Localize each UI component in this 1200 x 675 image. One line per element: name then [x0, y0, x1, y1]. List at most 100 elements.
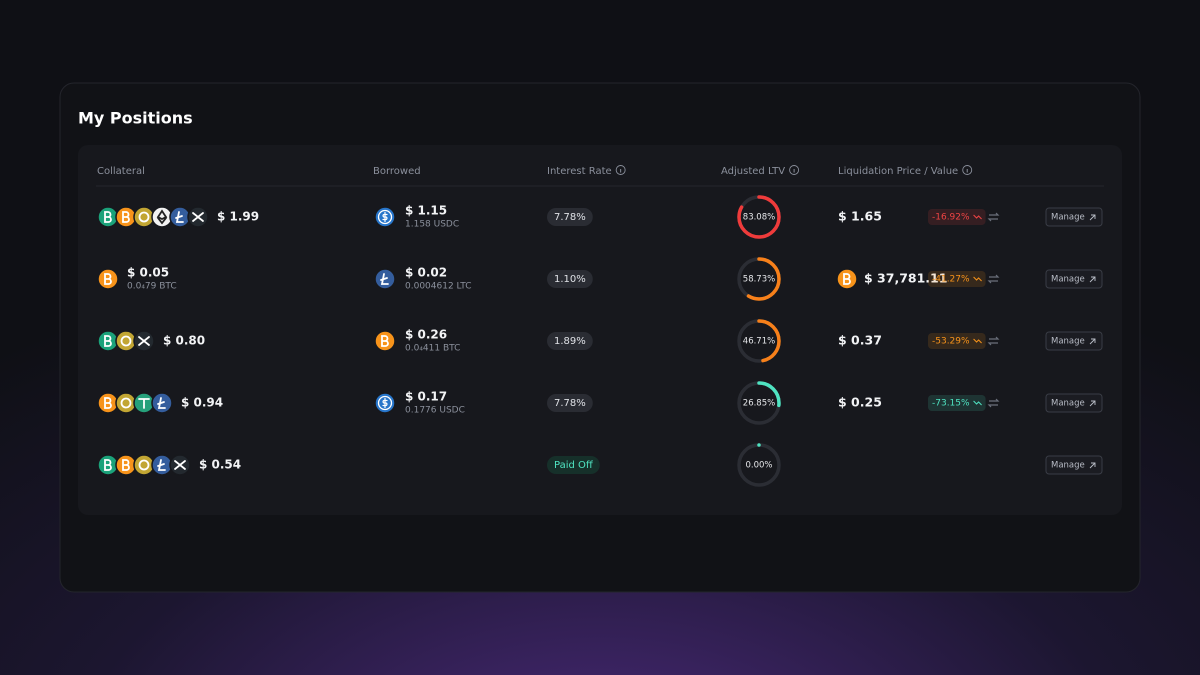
coin-glyph	[377, 395, 393, 411]
manage-label: Manage	[1051, 213, 1085, 223]
interest-rate: 7.78%	[554, 212, 586, 223]
borrowed-value: $ 1.15	[405, 204, 447, 218]
price-change: -16.92%	[932, 213, 970, 223]
rate-chip	[547, 456, 600, 474]
table-panel	[78, 145, 1122, 515]
coin-glyph	[104, 273, 112, 285]
borrowed-value: $ 0.02	[405, 266, 447, 280]
coin-glyph	[122, 459, 130, 471]
liquidation-price: $ 0.37	[838, 333, 882, 348]
collateral-value: $ 0.05	[127, 266, 169, 280]
ltv-value: 26.85%	[743, 399, 775, 409]
swap-icon	[987, 212, 1000, 222]
coin-icon	[133, 454, 155, 476]
coin-glyph	[174, 460, 186, 470]
collateral-value: $ 0.80	[163, 334, 205, 348]
coin-glyph	[377, 209, 393, 225]
manage-label: Manage	[1051, 275, 1085, 285]
collateral-value: $ 0.54	[199, 458, 241, 472]
ltv-ring	[737, 319, 781, 363]
external-icon	[1089, 400, 1096, 407]
ltv-ring	[737, 195, 781, 239]
manage-label: Manage	[1051, 399, 1085, 409]
rate-chip	[547, 270, 593, 288]
manage-button-bg	[1045, 269, 1103, 289]
collateral-value: $ 1.99	[217, 210, 259, 224]
ltv-value: 83.08%	[743, 213, 775, 223]
coin-icon	[133, 206, 155, 228]
ltv-value: 46.71%	[743, 337, 775, 347]
coin-glyph	[104, 397, 112, 409]
column-header: Adjusted LTV	[721, 166, 785, 177]
swap-icon	[987, 398, 1000, 408]
borrowed-amount: 0.0₄411 BTC	[405, 344, 460, 354]
rate-chip	[547, 208, 593, 226]
title: My Positions	[78, 109, 193, 128]
coin-glyph	[104, 211, 112, 223]
ltv-ring	[737, 443, 781, 487]
coin-glyph	[382, 397, 388, 409]
swap-icon	[987, 274, 1000, 284]
borrowed-amount: 0.0004612 LTC	[405, 282, 472, 292]
coin-glyph	[104, 335, 112, 347]
trend-icon	[973, 276, 982, 282]
trend-icon	[973, 338, 982, 344]
liquidation-price: $ 37,781.11	[864, 271, 947, 286]
liquidation-price: $ 0.25	[838, 395, 882, 410]
manage-button-bg	[1045, 331, 1103, 351]
interest-rate: 7.78%	[554, 398, 586, 409]
coin-glyph	[120, 335, 132, 347]
swap-icon	[987, 336, 1000, 346]
collateral-amount: 0.0₄79 BTC	[127, 282, 177, 292]
coin-glyph	[138, 211, 150, 223]
price-change: -53.29%	[932, 337, 970, 347]
info-icon	[615, 165, 626, 175]
coin-glyph	[157, 397, 166, 409]
borrowed-value: $ 0.26	[405, 328, 447, 342]
ltv-value: 58.73%	[743, 275, 775, 285]
info-icon	[789, 165, 800, 175]
external-icon	[1089, 214, 1096, 221]
manage-button[interactable]: Manage	[1045, 207, 1103, 227]
column-header: Borrowed	[373, 166, 421, 177]
column-header: Interest Rate	[547, 166, 612, 177]
manage-button[interactable]: Manage	[1045, 393, 1103, 413]
external-icon	[1089, 462, 1096, 469]
change-chip	[928, 209, 986, 225]
coin-glyph	[382, 211, 388, 223]
coin-glyph	[380, 273, 389, 285]
manage-label: Manage	[1051, 461, 1085, 471]
collateral-value: $ 0.94	[181, 396, 223, 410]
interest-rate: 1.89%	[554, 336, 586, 347]
manage-label: Manage	[1051, 337, 1085, 347]
coin-glyph	[120, 397, 132, 409]
ltv-ring	[737, 257, 781, 301]
external-icon	[1089, 338, 1096, 345]
column-header: Collateral	[97, 166, 145, 177]
manage-button[interactable]: Manage	[1045, 455, 1103, 475]
rate-chip	[547, 332, 593, 350]
coin-glyph	[138, 336, 150, 346]
manage-button-bg	[1045, 455, 1103, 475]
table: Collateral Borrowed Interest Rate Adjusted …	[97, 165, 1103, 487]
coin-glyph	[122, 211, 130, 223]
coin-icon	[115, 330, 137, 352]
coin-glyph	[138, 398, 150, 409]
interest-rate: 1.10%	[554, 274, 586, 285]
change-chip	[928, 395, 986, 411]
coin-glyph	[843, 273, 851, 285]
price-change: -73.15%	[932, 399, 970, 409]
manage-button-bg	[1045, 393, 1103, 413]
rate-chip	[547, 394, 593, 412]
manage-button[interactable]: Manage	[1045, 331, 1103, 351]
external-icon	[1089, 276, 1096, 283]
manage-button[interactable]: Manage	[1045, 269, 1103, 289]
trend-icon	[973, 214, 982, 220]
coin-glyph	[156, 209, 168, 225]
coin-glyph	[157, 459, 166, 471]
borrowed-amount: 0.1776 USDC	[405, 406, 465, 416]
change-chip	[928, 271, 986, 287]
change-chip	[928, 333, 986, 349]
